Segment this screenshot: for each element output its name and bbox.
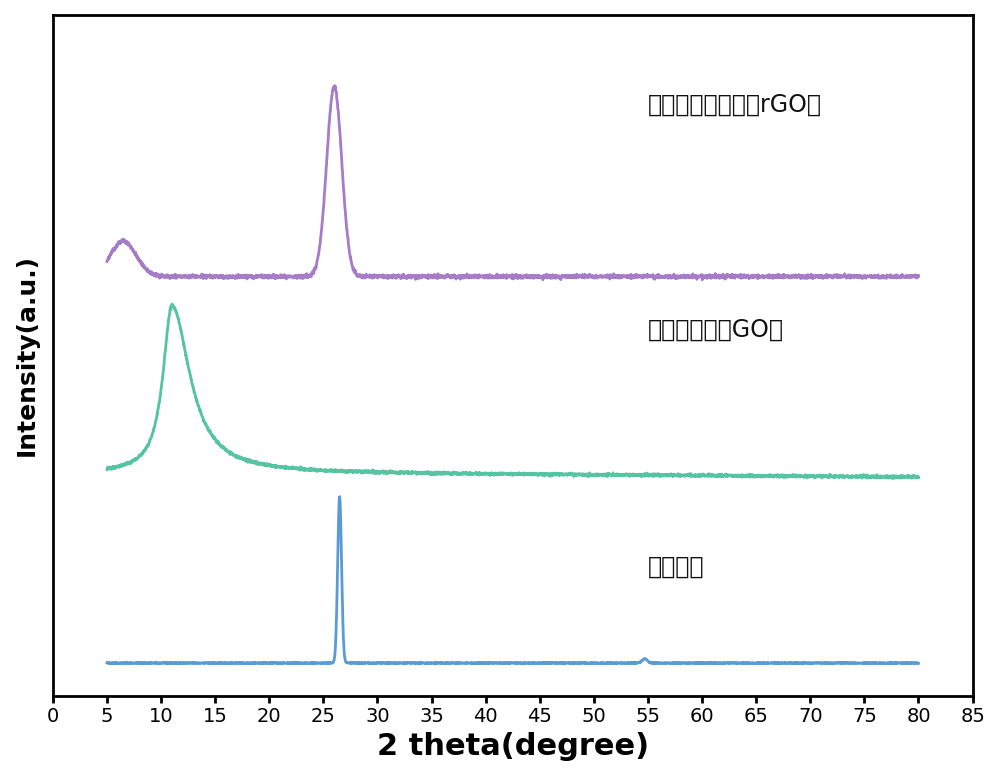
Text: 天然石墨: 天然石墨 (648, 555, 704, 579)
Y-axis label: Intensity(a.u.): Intensity(a.u.) (15, 255, 39, 456)
Text: 氧化石墨烯（GO）: 氧化石墨烯（GO） (648, 317, 784, 341)
X-axis label: 2 theta(degree): 2 theta(degree) (377, 732, 649, 761)
Text: 还原氧化石墨烯（rGO）: 还原氧化石墨烯（rGO） (648, 93, 822, 117)
